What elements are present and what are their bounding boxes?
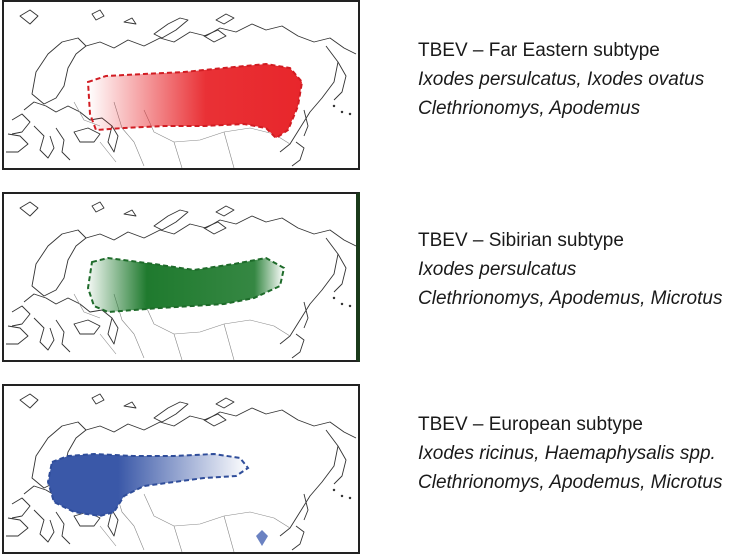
map-european bbox=[2, 384, 360, 554]
range-area-european-japan bbox=[256, 530, 268, 546]
legend-far-eastern: TBEV – Far Eastern subtype Ixodes persul… bbox=[418, 36, 704, 123]
panel-far-eastern: TBEV – Far Eastern subtype Ixodes persul… bbox=[0, 0, 750, 170]
range-area-european bbox=[46, 452, 250, 518]
panel-sibirian: TBEV – Sibirian subtype Ixodes persulcat… bbox=[0, 192, 750, 362]
panel-european: TBEV – European subtype Ixodes ricinus, … bbox=[0, 384, 750, 554]
legend-european: TBEV – European subtype Ixodes ricinus, … bbox=[418, 410, 722, 497]
range-map-european bbox=[5, 393, 357, 552]
vector-species: Ixodes persulcatus, Ixodes ovatus bbox=[418, 69, 705, 90]
host-species: Clethrionomys, Apodemus, Microtus bbox=[418, 472, 723, 493]
host-species: Clethrionomys, Apodemus, Microtus bbox=[418, 288, 723, 309]
subtype-title: TBEV – European subtype bbox=[418, 414, 643, 435]
subtype-title: TBEV – Sibirian subtype bbox=[418, 230, 624, 251]
host-species: Clethrionomys, Apodemus bbox=[418, 98, 641, 119]
vector-species: Ixodes ricinus, Haemaphysalis spp. bbox=[418, 443, 716, 464]
map-far-eastern bbox=[2, 0, 360, 170]
range-area-sibirian bbox=[86, 256, 286, 314]
range-map-sibirian bbox=[5, 201, 356, 360]
subtype-title: TBEV – Far Eastern subtype bbox=[418, 40, 660, 61]
range-map-far-eastern bbox=[5, 9, 357, 168]
map-sibirian bbox=[2, 192, 360, 362]
vector-species: Ixodes persulcatus bbox=[418, 259, 577, 280]
range-area-far-eastern bbox=[86, 62, 304, 140]
legend-sibirian: TBEV – Sibirian subtype Ixodes persulcat… bbox=[418, 226, 722, 313]
